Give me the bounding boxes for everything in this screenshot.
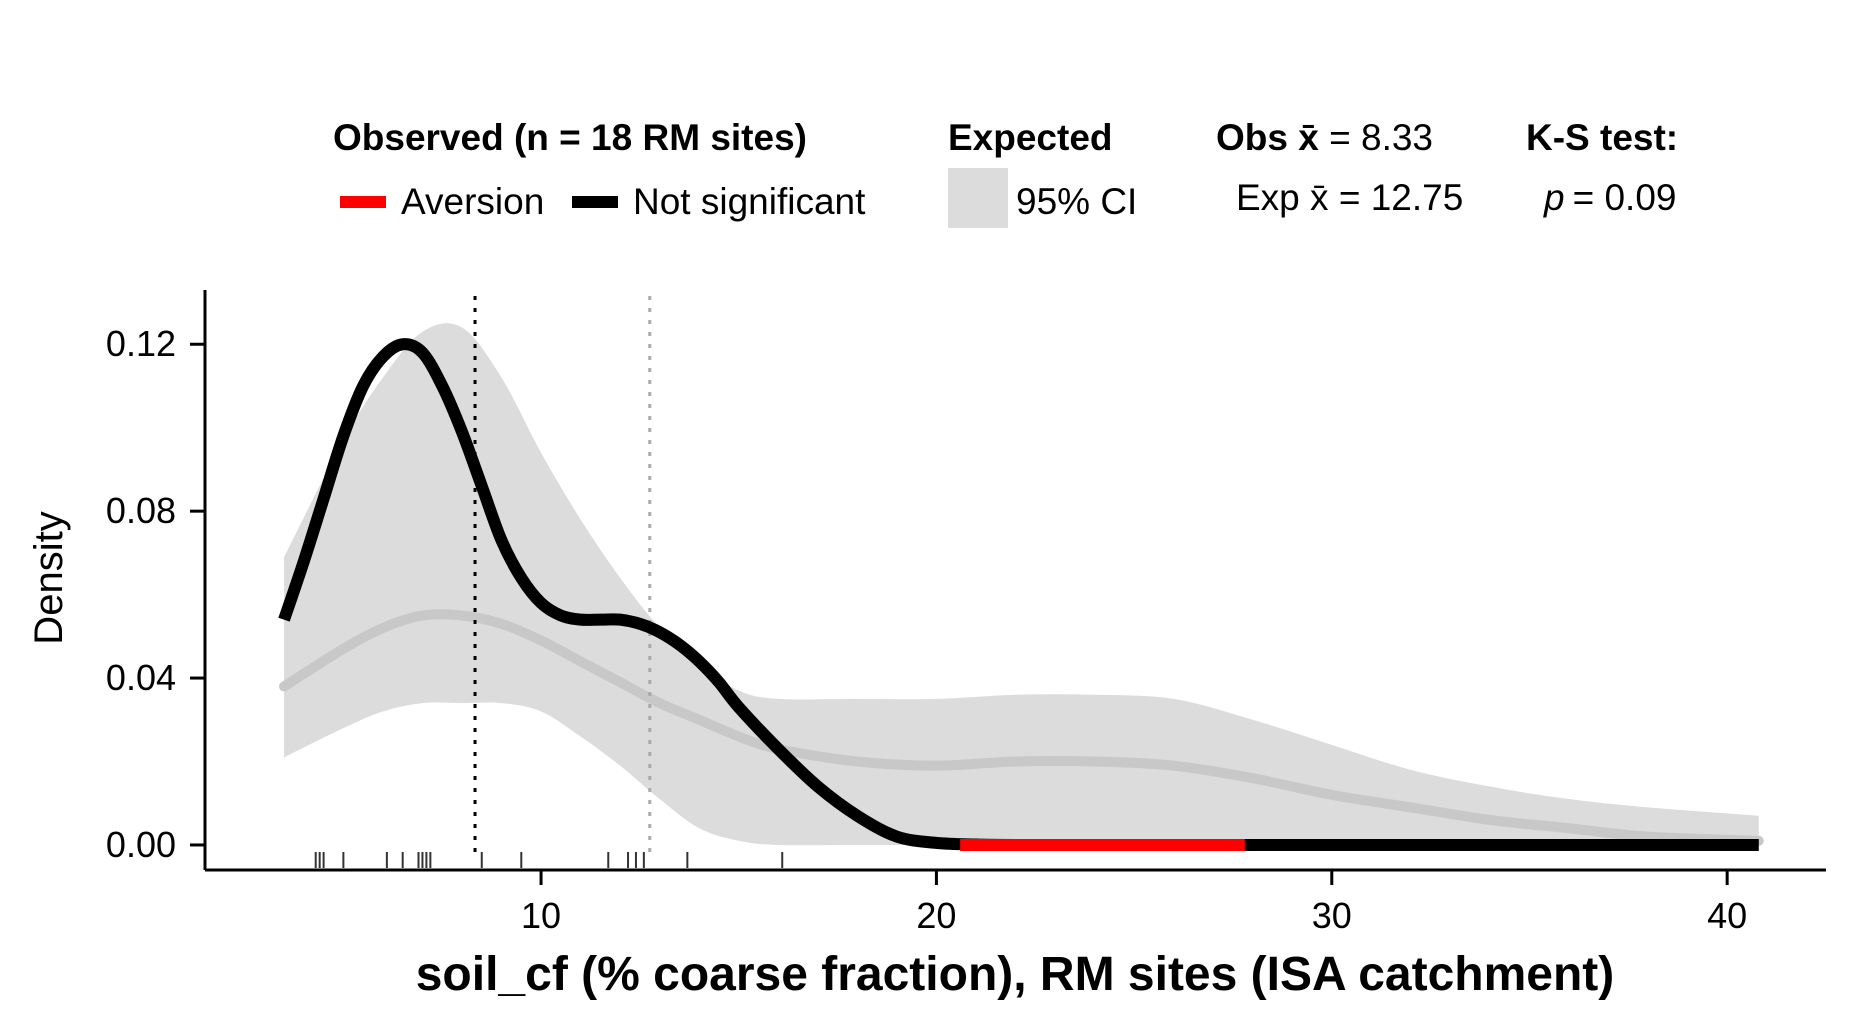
x-tick-label-1: 20 <box>916 895 956 936</box>
ci-band <box>284 323 1759 846</box>
legend-ks-header: K-S test: <box>1526 117 1678 158</box>
legend: Observed (n = 18 RM sites) Aversion Not … <box>333 117 1678 228</box>
x-tick-label-3: 40 <box>1707 895 1747 936</box>
rug-layer <box>314 852 784 868</box>
y-tick-label-3: 0.12 <box>106 323 176 364</box>
legend-ci-swatch <box>948 168 1008 228</box>
y-tick-label-1: 0.04 <box>106 657 176 698</box>
legend-ci-label: 95% CI <box>1016 181 1137 222</box>
legend-aversion-label: Aversion <box>401 181 544 222</box>
expected-line-layer <box>279 609 1764 846</box>
observed-line-layer <box>278 338 1759 851</box>
legend-expected-header: Expected <box>948 117 1113 158</box>
expected-line <box>279 609 1764 846</box>
y-ticks: 0.00 0.04 0.08 0.12 <box>106 323 205 865</box>
ci-band-layer <box>284 323 1759 846</box>
legend-obs-xbar: x̄ <box>1298 117 1319 158</box>
x-axis-title: soil_cf (% coarse fraction), RM sites (I… <box>416 948 1615 1001</box>
mean-lines-layer <box>473 296 652 860</box>
x-tick-label-2: 30 <box>1312 895 1352 936</box>
legend-aversion-swatch <box>340 196 386 208</box>
legend-not-significant-label: Not significant <box>633 181 866 222</box>
x-ticks: 10 20 30 40 <box>521 870 1747 936</box>
y-tick-label-0: 0.00 <box>106 824 176 865</box>
legend-not-significant-swatch <box>572 196 618 208</box>
legend-ks-p-value: = 0.09 <box>1573 177 1677 218</box>
axes <box>203 290 1826 872</box>
legend-obs-mean: Obs x̄ = 8.33 <box>1216 117 1433 158</box>
legend-observed-header: Observed (n = 18 RM sites) <box>333 117 807 158</box>
legend-ks-p-symbol: p <box>1543 177 1565 218</box>
legend-ks-p: p = 0.09 <box>1543 177 1676 218</box>
legend-exp-mean: Exp x̄ = 12.75 <box>1236 177 1463 218</box>
y-tick-label-2: 0.08 <box>106 490 176 531</box>
y-axis-title: Density <box>27 511 71 644</box>
x-tick-label-0: 10 <box>521 895 561 936</box>
